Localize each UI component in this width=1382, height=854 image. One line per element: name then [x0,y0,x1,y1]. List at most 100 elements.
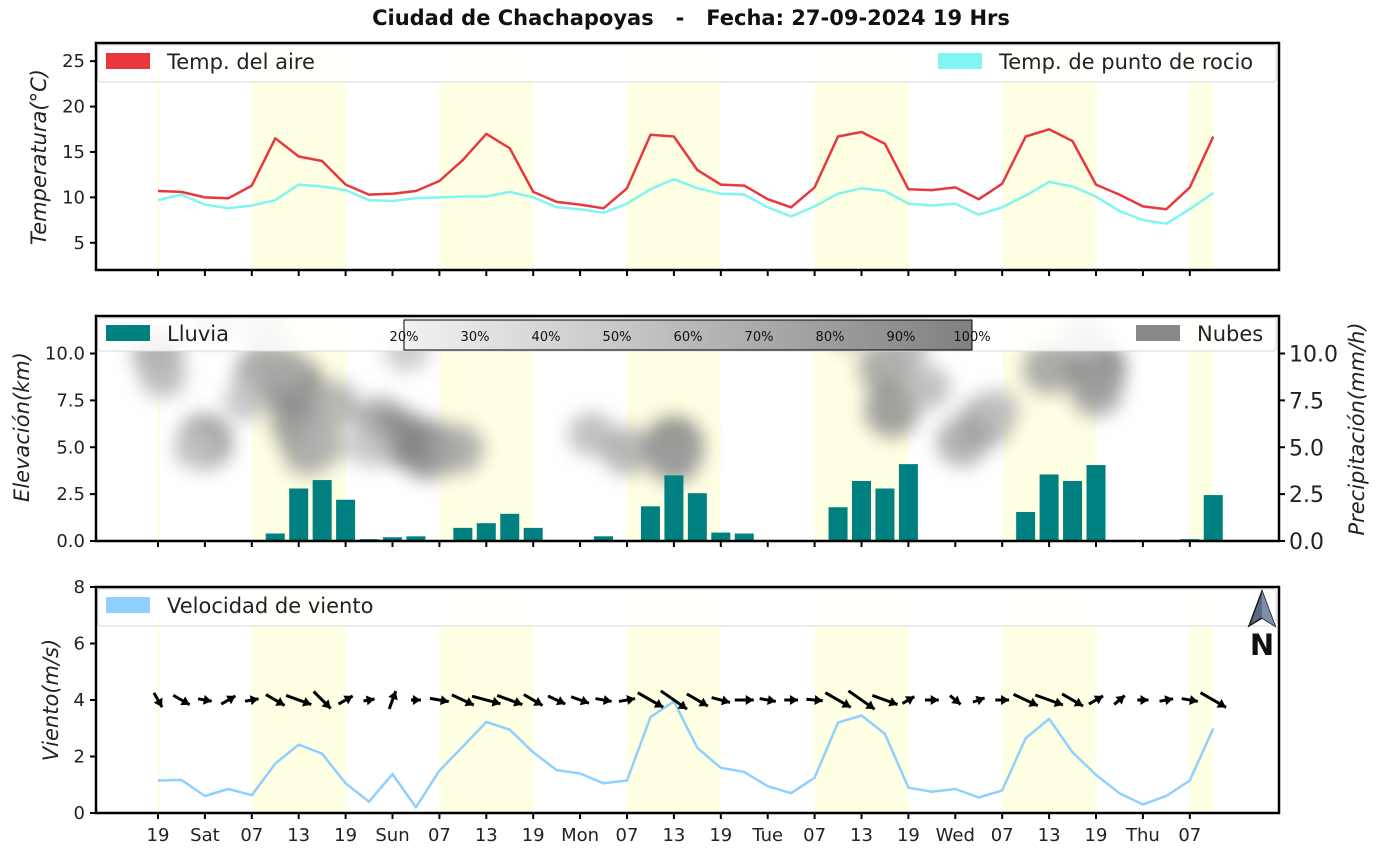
wind-arrow-head [626,695,636,705]
daylight-band [1189,316,1214,541]
cloud-cell [974,388,1021,431]
y-tick-label: 8 [74,577,85,598]
wind-arrow [220,694,237,706]
colorbar-label: 90% [887,330,916,345]
temperature-panel-frame [94,41,1281,272]
wind-arrow [244,695,259,706]
wind-arrow [363,695,375,706]
wind-arrow-head [491,696,501,707]
wind-arrow-head [888,697,898,707]
x-tick-label: 07 [240,825,263,846]
wind-arrow [1181,695,1199,705]
colorbar-label: 40% [532,330,561,345]
cloud-cell [1069,365,1123,417]
rain-bar [336,499,356,541]
y-tick-label-right: 2.5 [1289,483,1324,508]
wind-arrow [1012,692,1039,708]
rain-bar [1039,474,1059,541]
wind-arrow [570,695,590,706]
north-label: N [1250,628,1274,662]
wind-arrow-head [904,696,915,705]
wind-arrow-head [602,695,612,705]
rain-bar [898,464,918,541]
wind-arrow-head [226,695,236,705]
cloud-cell [224,379,271,422]
rain-bar [383,537,402,541]
wind-arrow [924,695,939,705]
rain-bar [687,493,707,541]
wind-arrow-head [302,697,312,707]
wind-arrow-head [343,695,353,705]
wind-arrow-head [275,697,285,706]
wind-arrow-head [1164,695,1174,706]
y-tick-label: 6 [74,634,85,655]
cloud-colorbar: 20% 30% 40% 50% 60% 70% 80% 90% 100% [390,319,991,351]
wind-arrow [618,695,636,705]
wind-arrow-head [513,697,523,707]
wind-arrow-head [1115,695,1125,705]
x-tick-label: 13 [662,825,685,846]
wind-arrow-head [153,697,163,708]
wind-arrow [711,695,731,706]
y-tick-label: 5 [74,233,85,254]
wind-arrow-head [533,697,543,706]
wind-arrow-head [1189,695,1198,705]
wind-arrow [1137,695,1149,705]
colorbar-label: 50% [603,330,632,345]
legend-swatch-wind [106,597,150,613]
wind-arrow [734,695,754,705]
wind-arrow [1199,691,1227,709]
legend-label-wind: Velocidad de viento [167,594,373,618]
wind-arrow-head [412,695,421,705]
x-tick-label: Wed [936,825,975,846]
x-tick-label: 07 [616,825,639,846]
legend-swatch-air-temp [106,53,150,69]
cloud-cell [139,354,187,398]
wind-arrow-head [1001,695,1010,705]
wind-arrow-head [653,699,664,708]
wind-arrow [523,693,544,707]
wind-arrow-head [1053,697,1063,707]
wind-arrow-head [1140,695,1149,705]
y-tick-label-right: 0.0 [1289,530,1324,555]
y-tick-label: 15 [62,142,85,163]
y-tick-label-right: 10.0 [1289,343,1338,368]
wind-arrow [387,690,398,710]
daylight-band [1189,43,1214,270]
x-tick-label: 13 [850,825,873,846]
y-tick-label: 2.5 [56,484,85,505]
wind-arrow-head [814,695,823,705]
y-tick-label: 0 [74,803,85,824]
colorbar-label: 100% [953,330,990,345]
colorbar-label: 80% [816,330,845,345]
wind-arrow [471,694,501,707]
x-tick-label: 07 [991,825,1014,846]
rain-bar [1086,465,1106,541]
rain-bar [594,536,614,541]
wind-arrow-head [745,695,754,705]
wind-arrow [172,693,191,707]
y-tick-label-right: 7.5 [1289,389,1324,414]
x-tick-label: 07 [1178,825,1201,846]
wind-arrow-head [975,695,985,706]
cloud-cell [173,429,218,470]
wind-arrow [152,692,164,708]
wind-arrow [824,691,852,709]
wind-arrow-head [677,700,688,710]
legend-label-dew-point: Temp. de punto de rocio [998,50,1253,74]
rain-bar [664,475,684,541]
wind-panel: 0 2 4 6 8 19 Sat 07 13 19 Sun 07 13 19 Mon 07 13 19 Tue 07… [39,577,1281,846]
wind-arrow [901,695,916,705]
rain-bar [312,480,332,541]
elevation-ylabel: Elevación(km) [10,352,34,502]
rain-bar [1016,511,1036,541]
wind-arrow [429,695,450,706]
rain-bar [734,533,754,541]
colorbar-label: 70% [745,330,774,345]
x-tick-label: Sun [375,825,409,846]
colorbar-label: 30% [461,330,490,345]
wind-arrow-head [180,696,190,706]
wind-arrow [595,695,612,705]
rain-bar [406,536,426,541]
